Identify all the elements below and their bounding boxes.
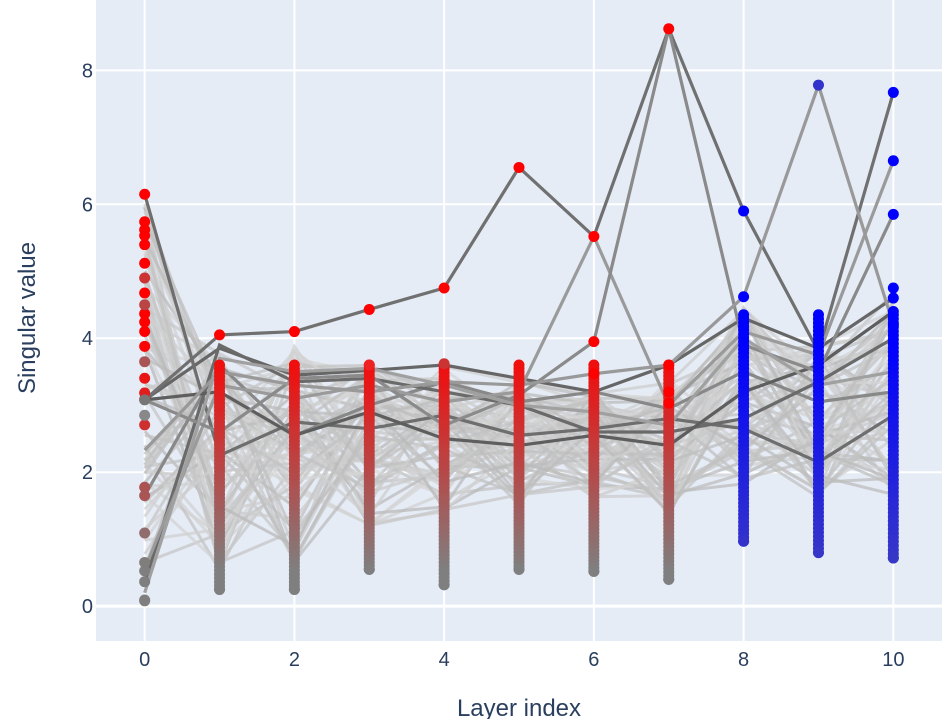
extra-point xyxy=(139,394,151,406)
notable-point xyxy=(663,23,675,35)
x-tick-label: 0 xyxy=(139,649,150,671)
extra-point xyxy=(139,356,151,368)
extra-point xyxy=(588,368,600,380)
y-tick-label: 8 xyxy=(82,60,93,82)
extra-point xyxy=(887,282,899,294)
data-point-min xyxy=(214,583,226,595)
data-point xyxy=(139,239,151,251)
data-point-min xyxy=(588,565,600,577)
y-tick-label: 0 xyxy=(82,596,93,618)
notable-point xyxy=(887,155,899,167)
x-axis-title: Layer index xyxy=(457,695,581,719)
data-point xyxy=(214,359,226,371)
data-point xyxy=(738,309,750,321)
notable-point xyxy=(139,188,151,200)
y-tick-label: 4 xyxy=(82,328,93,350)
x-tick-label: 4 xyxy=(439,649,450,671)
data-point xyxy=(139,419,151,431)
extra-point xyxy=(887,319,899,331)
notable-point xyxy=(214,329,226,341)
extra-point xyxy=(139,409,151,421)
extra-point xyxy=(139,490,151,502)
extra-point xyxy=(663,359,675,371)
data-point-min xyxy=(438,579,450,591)
notable-point xyxy=(438,282,450,294)
y-tick-label: 2 xyxy=(82,462,93,484)
data-point-min xyxy=(513,563,525,575)
data-point xyxy=(139,576,151,588)
data-point xyxy=(139,481,151,493)
y-axis-title: Singular value xyxy=(14,242,41,394)
notable-point xyxy=(288,326,300,338)
notable-point xyxy=(139,257,151,269)
data-point xyxy=(288,359,300,371)
data-point-min xyxy=(738,535,750,547)
y-axis-ticks: 0 2 4 6 8 xyxy=(82,60,93,618)
notable-point xyxy=(588,230,600,242)
data-point-min xyxy=(812,547,824,559)
extra-point xyxy=(438,358,450,370)
data-point xyxy=(139,527,151,539)
data-point-min xyxy=(363,563,375,575)
extra-point xyxy=(663,397,675,409)
notable-point xyxy=(139,224,151,236)
data-point xyxy=(139,316,151,328)
extra-point xyxy=(738,291,750,303)
notable-point xyxy=(812,79,824,91)
x-tick-label: 10 xyxy=(882,649,904,671)
notable-point xyxy=(887,86,899,98)
data-point xyxy=(513,359,525,371)
notable-point xyxy=(363,303,375,315)
data-point xyxy=(139,372,151,384)
data-point xyxy=(139,308,151,320)
x-axis-ticks: 0 2 4 6 8 10 xyxy=(139,649,904,671)
data-point-min xyxy=(663,573,675,585)
singular-value-points xyxy=(139,23,899,607)
extra-point xyxy=(139,272,151,284)
data-point xyxy=(139,565,151,577)
extra-point xyxy=(887,305,899,317)
notable-point xyxy=(887,208,899,220)
extra-point xyxy=(363,359,375,371)
extra-point xyxy=(663,386,675,398)
data-point xyxy=(588,359,600,371)
data-point-min xyxy=(288,583,300,595)
data-point xyxy=(812,309,824,321)
data-point xyxy=(139,340,151,352)
extra-point xyxy=(139,299,151,311)
data-point-min xyxy=(887,552,899,564)
x-tick-label: 8 xyxy=(738,649,749,671)
notable-point xyxy=(738,205,750,217)
extra-point xyxy=(588,336,600,348)
notable-point xyxy=(513,161,525,173)
extra-point xyxy=(887,292,899,304)
x-tick-label: 6 xyxy=(588,649,599,671)
data-point xyxy=(139,287,151,299)
y-tick-label: 6 xyxy=(82,194,93,216)
data-point xyxy=(139,216,151,228)
data-point xyxy=(139,556,151,568)
data-point-min xyxy=(139,595,151,607)
data-point xyxy=(139,325,151,337)
x-tick-label: 2 xyxy=(289,649,300,671)
